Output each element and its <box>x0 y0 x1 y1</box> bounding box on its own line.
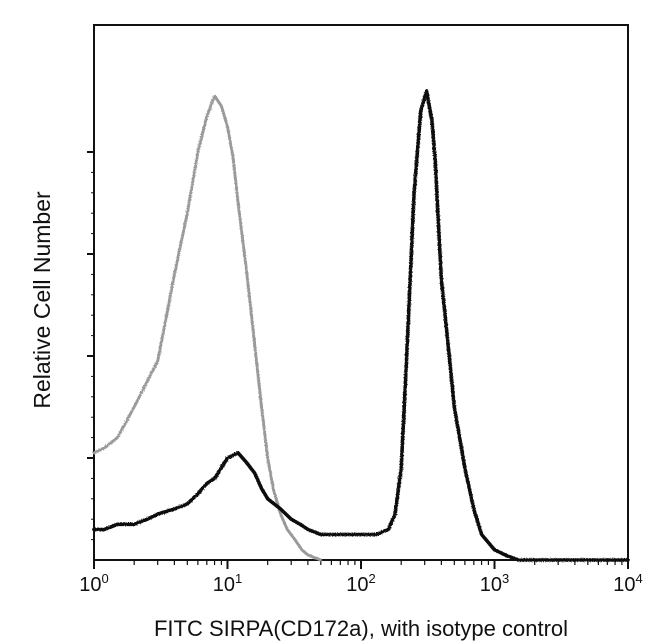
plot-frame <box>93 24 629 561</box>
y-axis-label: Relative Cell Number <box>29 191 55 409</box>
sirpa-stained-histogram <box>92 89 630 562</box>
series-layer <box>92 89 630 562</box>
x-tick-label-4: 104 <box>613 571 642 596</box>
isotype-control-histogram <box>92 94 323 562</box>
x-axis-label: FITC SIRPA(CD172a), with isotype control <box>154 616 568 641</box>
x-tick-label-3: 103 <box>480 571 509 596</box>
x-tick-label-2: 102 <box>346 571 375 596</box>
x-tick-label-1: 101 <box>213 571 242 596</box>
x-axis-tick-labels: 100 101 102 103 104 <box>79 571 642 596</box>
x-tick-label-0: 100 <box>79 571 108 596</box>
y-axis-ticks <box>87 151 94 541</box>
